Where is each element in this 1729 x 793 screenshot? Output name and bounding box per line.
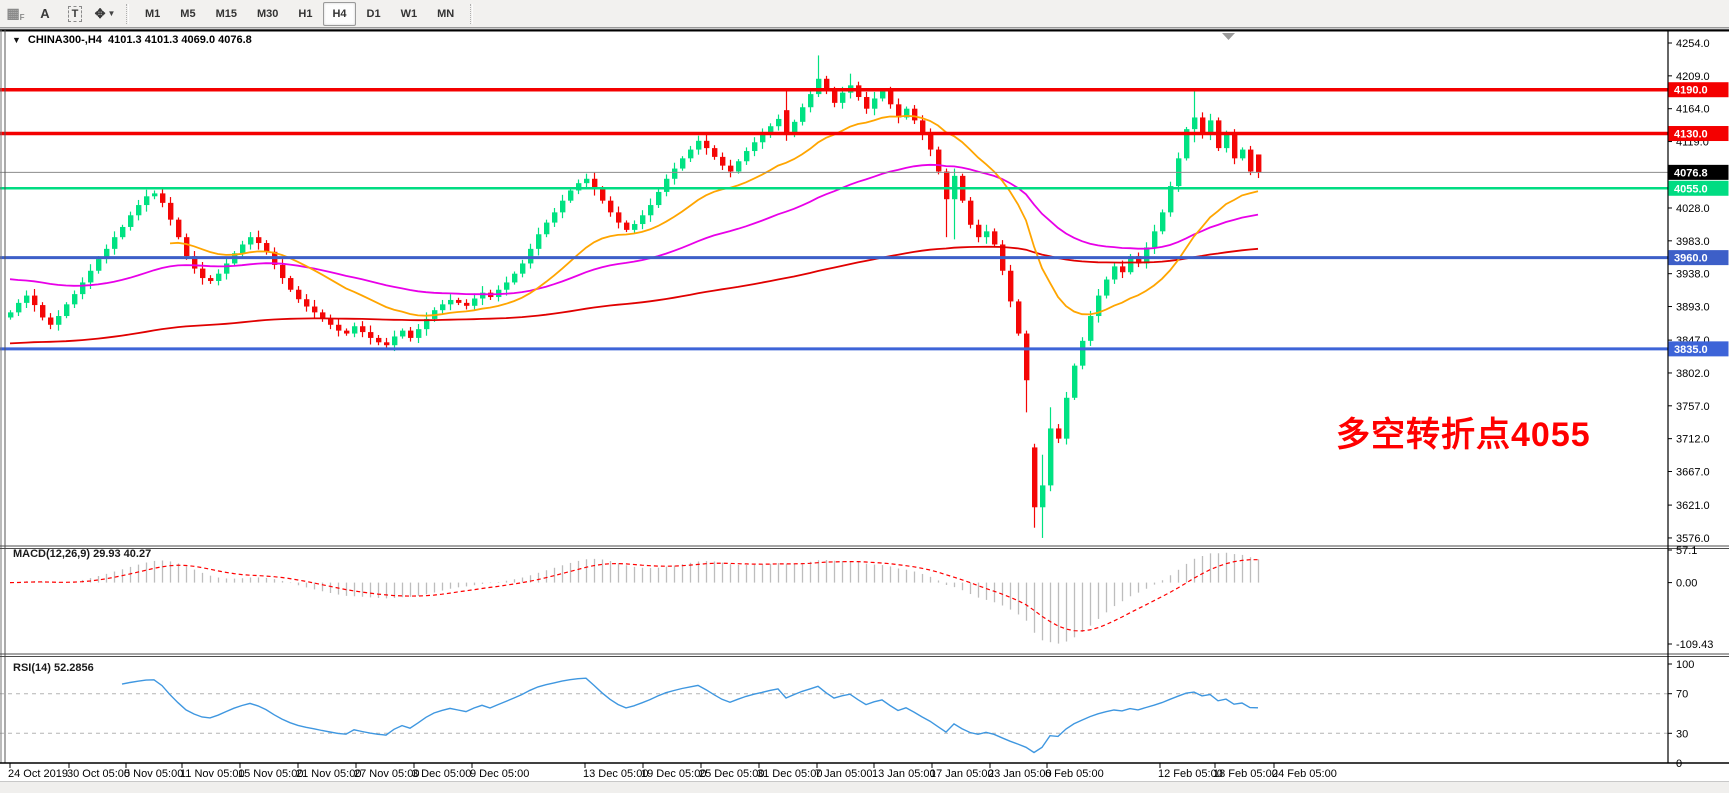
- chart-window: 4254.0 4209.0 4164.0 4119.0 4028.0 3983.0 3938…: [0, 28, 1729, 793]
- svg-text:13 Dec 05:00: 13 Dec 05:00: [583, 768, 648, 780]
- svg-text:9 Dec 05:00: 9 Dec 05:00: [470, 768, 529, 780]
- svg-text:17 Jan 05:00: 17 Jan 05:00: [930, 768, 994, 780]
- svg-text:4028.0: 4028.0: [1676, 203, 1710, 215]
- grid-f-label: F: [19, 12, 25, 22]
- svg-text:25 Dec 05:00: 25 Dec 05:00: [699, 768, 764, 780]
- svg-text:24 Feb 05:00: 24 Feb 05:00: [1272, 768, 1337, 780]
- svg-text:4055.0: 4055.0: [1674, 183, 1708, 195]
- svg-text:31 Dec 05:00: 31 Dec 05:00: [757, 768, 822, 780]
- svg-text:13 Jan 05:00: 13 Jan 05:00: [872, 768, 936, 780]
- svg-text:3667.0: 3667.0: [1676, 467, 1710, 479]
- text-tool-glyph: T: [67, 5, 83, 22]
- svg-text:15 Nov 05:00: 15 Nov 05:00: [238, 768, 303, 780]
- svg-text:3893.0: 3893.0: [1676, 302, 1710, 314]
- svg-text:6 Feb 05:00: 6 Feb 05:00: [1045, 768, 1104, 780]
- toolbar-separator: [470, 3, 474, 24]
- svg-text:5 Nov 05:00: 5 Nov 05:00: [124, 768, 183, 780]
- timeframe-button-M30[interactable]: M30: [256, 7, 279, 20]
- svg-text:3757.0: 3757.0: [1676, 401, 1710, 413]
- text-tool-icon[interactable]: T: [64, 4, 86, 24]
- svg-text:3576.0: 3576.0: [1676, 533, 1710, 545]
- svg-text:7 Jan 05:00: 7 Jan 05:00: [815, 768, 873, 780]
- svg-text:4254.0: 4254.0: [1676, 38, 1710, 50]
- svg-text:4190.0: 4190.0: [1674, 85, 1708, 97]
- svg-text:0: 0: [1676, 758, 1682, 770]
- svg-text:3 Dec 05:00: 3 Dec 05:00: [412, 768, 471, 780]
- toolbar-separator: [126, 3, 129, 24]
- timeframe-button-MN[interactable]: MN: [437, 7, 455, 20]
- svg-text:30 Oct 05:00: 30 Oct 05:00: [67, 768, 130, 780]
- timeframe-button-M1[interactable]: M1: [145, 7, 161, 20]
- chart-shift-marker-icon: [1222, 33, 1235, 40]
- svg-text:18 Feb 05:00: 18 Feb 05:00: [1213, 768, 1278, 780]
- timeframe-button-H4[interactable]: H4: [323, 1, 356, 26]
- svg-text:27 Nov 05:00: 27 Nov 05:00: [354, 768, 419, 780]
- cursor-tool-icon[interactable]: A: [40, 6, 50, 21]
- svg-text:11 Nov 05:00: 11 Nov 05:00: [180, 768, 245, 780]
- svg-text:3621.0: 3621.0: [1676, 500, 1710, 512]
- svg-text:3802.0: 3802.0: [1676, 368, 1710, 380]
- indicator-grid-icon[interactable]: ▦ F: [4, 4, 26, 24]
- svg-text:3712.0: 3712.0: [1676, 434, 1710, 446]
- svg-text:57.1: 57.1: [1676, 545, 1697, 557]
- svg-text:0.00: 0.00: [1676, 578, 1697, 590]
- time-axis[interactable]: [0, 763, 1729, 783]
- top-toolbar: ▦ F A T ✥ ▼ M1 M5 M15 M30 H1 H4 D1 W1 MN: [0, 0, 1729, 28]
- svg-text:12 Feb 05:00: 12 Feb 05:00: [1158, 768, 1223, 780]
- svg-text:4164.0: 4164.0: [1676, 104, 1710, 116]
- svg-text:30: 30: [1676, 728, 1688, 740]
- chart-canvas[interactable]: 4254.04209.04164.04119.04028.03983.03938…: [0, 28, 1729, 793]
- svg-text:-109.43: -109.43: [1676, 639, 1713, 651]
- svg-text:24 Oct 2019: 24 Oct 2019: [8, 768, 68, 780]
- timeframe-button-M5[interactable]: M5: [180, 7, 196, 20]
- svg-text:4130.0: 4130.0: [1674, 129, 1708, 141]
- svg-text:3983.0: 3983.0: [1676, 236, 1710, 248]
- svg-text:3835.0: 3835.0: [1674, 344, 1708, 356]
- timeframe-button-H1[interactable]: H1: [298, 7, 313, 20]
- svg-text:70: 70: [1676, 689, 1688, 701]
- svg-text:100: 100: [1676, 659, 1694, 671]
- dropdown-caret-icon[interactable]: ▼: [107, 9, 116, 18]
- svg-text:3938.0: 3938.0: [1676, 269, 1710, 281]
- timeframe-button-D1[interactable]: D1: [366, 7, 381, 20]
- drawing-tools-icon[interactable]: ✥ ▼: [94, 4, 116, 24]
- timeframe-buttons: M1 M5 M15 M30 H1 H4 D1 W1 MN: [135, 0, 464, 28]
- timeframe-button-M15[interactable]: M15: [215, 7, 237, 20]
- drawing-tools-glyph: ✥: [94, 5, 106, 21]
- svg-text:23 Jan 05:00: 23 Jan 05:00: [988, 768, 1052, 780]
- svg-text:3960.0: 3960.0: [1674, 253, 1708, 265]
- price-axis[interactable]: [1668, 28, 1729, 763]
- timeframe-button-W1[interactable]: W1: [400, 7, 418, 20]
- grid-glyph: ▦: [6, 5, 19, 21]
- svg-text:4076.8: 4076.8: [1674, 167, 1708, 179]
- svg-text:4209.0: 4209.0: [1676, 71, 1710, 83]
- svg-text:21 Nov 05:00: 21 Nov 05:00: [296, 768, 361, 780]
- svg-text:19 Dec 05:00: 19 Dec 05:00: [641, 768, 706, 780]
